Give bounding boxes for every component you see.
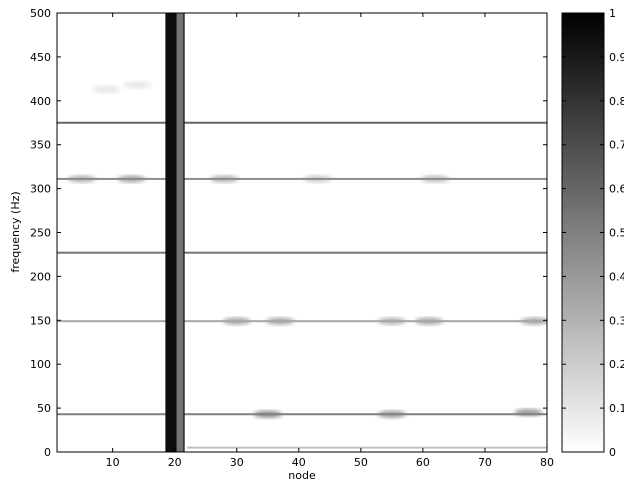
heatmap-cells [57,13,547,452]
colorbar-tick-label: 0.7 [609,139,624,152]
x-tick-label: 80 [540,456,554,469]
y-tick-label: 150 [30,314,51,327]
y-tick-label: 100 [30,358,51,371]
frequency-band [57,251,547,254]
x-tick-label: 20 [168,456,182,469]
x-tick-label: 40 [292,456,306,469]
x-axis: 10 20 30 40 50 60 70 80 [106,13,554,469]
frequency-band [57,320,547,323]
frequency-band [57,413,547,416]
colorbar-tick-label: 0.2 [609,358,624,371]
colorbar-tick-label: 0.6 [609,183,624,196]
colorbar-tick-label: 0.9 [609,51,624,64]
y-tick-label: 400 [30,95,51,108]
frequency-band [57,177,547,180]
heat-blob [123,81,152,89]
y-tick-label: 50 [37,402,51,415]
resonance-column-inner [176,13,184,452]
x-tick-label: 50 [354,456,368,469]
colorbar-gradient [562,13,604,452]
colorbar-tick-label: 0.3 [609,314,624,327]
y-tick-label: 300 [30,183,51,196]
colorbar-tick-label: 0.1 [609,402,624,415]
plot-background [57,13,547,452]
x-tick-label: 60 [416,456,430,469]
colorbar-tick-label: 0 [609,446,616,459]
frequency-band [187,446,547,449]
x-tick-label: 10 [106,456,120,469]
y-tick-label: 0 [44,446,51,459]
heat-blob [92,85,121,93]
y-tick-label: 250 [30,227,51,240]
frequency-band [57,121,547,124]
y-tick-label: 200 [30,270,51,283]
x-tick-label: 70 [478,456,492,469]
colorbar-axis: 0 0.1 0.2 0.3 0.4 0.5 0.6 0.7 0.8 0.9 1 [562,7,624,459]
colorbar-tick-label: 0.4 [609,270,624,283]
y-axis-label: frequency (Hz) [9,191,22,272]
x-tick-label: 30 [230,456,244,469]
colorbar-tick-label: 0.8 [609,95,624,108]
y-axis: 0 50 100 150 200 250 300 350 400 450 500 [30,7,547,459]
y-tick-label: 500 [30,7,51,20]
y-tick-label: 450 [30,51,51,64]
x-axis-label: node [288,469,316,482]
colorbar-tick-label: 0.5 [609,227,624,240]
y-tick-label: 350 [30,139,51,152]
colorbar-tick-label: 1 [609,7,616,20]
